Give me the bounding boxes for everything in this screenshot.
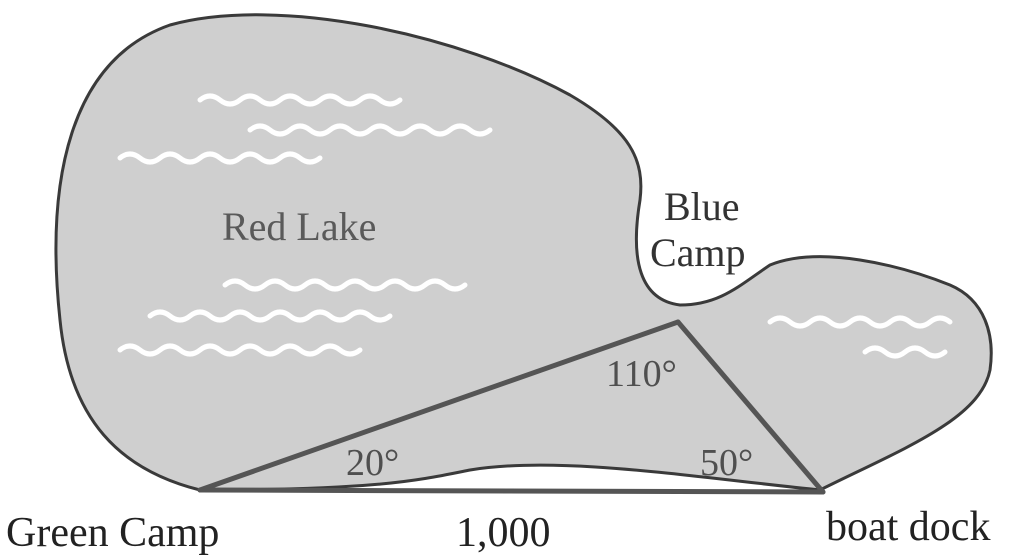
wave-line: [197, 93, 403, 107]
wave-line: [117, 151, 323, 165]
wave-line: [862, 345, 948, 359]
distance-label: 1,000: [456, 510, 551, 555]
lake-name-label: Red Lake: [222, 204, 376, 249]
blue-camp-label-line2: Camp: [650, 230, 746, 275]
wave-line: [767, 315, 953, 329]
side-green-to-dock: [197, 487, 826, 495]
wave-line: [222, 278, 468, 292]
angle-green-camp: 20°: [346, 442, 399, 484]
wave-line: [247, 123, 493, 137]
triangle: [197, 319, 826, 495]
angle-blue-camp: 110°: [606, 353, 677, 395]
waves: [117, 93, 953, 359]
green-camp-label: Green Camp: [6, 510, 219, 555]
side-blue-to-dock: [675, 319, 826, 495]
blue-camp-label-line1: Blue: [664, 184, 740, 229]
red-lake-shape: [54, 13, 993, 492]
wave-line: [147, 309, 393, 323]
wave-line: [117, 343, 363, 357]
angle-boat-dock: 50°: [700, 442, 753, 484]
side-green-to-blue: [197, 319, 681, 493]
boat-dock-label: boat dock: [826, 504, 990, 550]
